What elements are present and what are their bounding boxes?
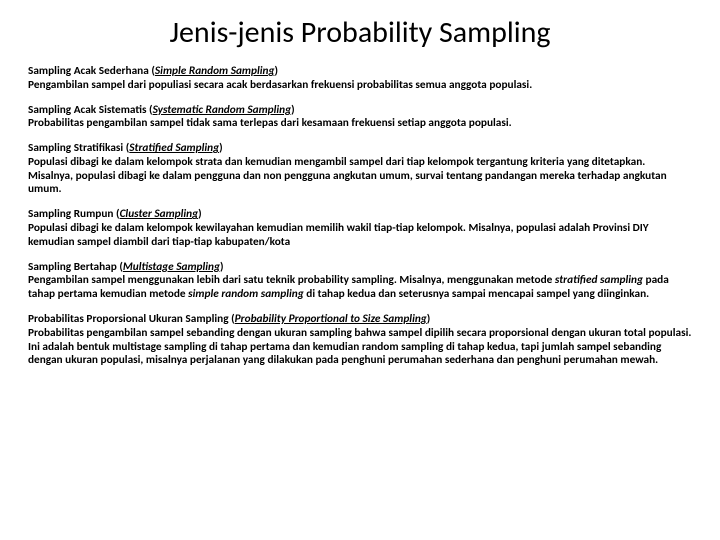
heading-text: Sampling Stratifikasi (: [28, 141, 129, 155]
body-text: Probabilitas pengambilan sampel sebandin…: [28, 326, 691, 368]
heading-close: ): [291, 103, 295, 117]
heading-text: Sampling Rumpun (: [28, 207, 120, 221]
heading-italic: Multistage Sampling: [123, 260, 220, 274]
heading-italic: Simple Random Sampling: [155, 64, 275, 78]
page-title: Jenis-jenis Probability Sampling: [28, 14, 692, 51]
section-stratified: Sampling Stratifikasi (Stratified Sampli…: [28, 142, 692, 197]
heading-close: ): [219, 141, 223, 155]
heading-close: ): [220, 260, 224, 274]
heading-text: Sampling Bertahap (: [28, 260, 123, 274]
section-simple-random: Sampling Acak Sederhana (Simple Random S…: [28, 65, 692, 93]
heading-close: ): [427, 312, 431, 326]
heading-text: Sampling Acak Sederhana (: [28, 64, 155, 78]
section-multistage: Sampling Bertahap (Multistage Sampling) …: [28, 261, 692, 302]
body-post: di tahap kedua dan seterusnya sampai men…: [304, 287, 650, 301]
heading-text: Probabilitas Proporsional Ukuran Samplin…: [28, 312, 235, 326]
body-text: Populasi dibagi ke dalam kelompok strata…: [28, 155, 667, 197]
body-italic-1: stratified sampling: [555, 273, 643, 287]
body-pre: Pengambilan sampel menggunakan lebih dar…: [28, 273, 555, 287]
heading-text: Sampling Acak Sistematis (: [28, 103, 153, 117]
section-pps: Probabilitas Proporsional Ukuran Samplin…: [28, 313, 692, 368]
body-text: Probabilitas pengambilan sampel tidak sa…: [28, 116, 512, 130]
section-cluster: Sampling Rumpun (Cluster Sampling) Popul…: [28, 208, 692, 249]
heading-italic: Probability Proportional to Size Samplin…: [235, 312, 427, 326]
heading-italic: Systematic Random Sampling: [153, 103, 292, 117]
body-text: Populasi dibagi ke dalam kelompok kewila…: [28, 221, 649, 249]
body-text: Pengambilan sampel dari populiasi secara…: [28, 78, 532, 92]
body-italic-2: simple random sampling: [188, 287, 304, 301]
heading-close: ): [274, 64, 278, 78]
heading-italic: Stratified Sampling: [129, 141, 219, 155]
section-systematic: Sampling Acak Sistematis (Systematic Ran…: [28, 104, 692, 132]
heading-italic: Cluster Sampling: [120, 207, 199, 221]
heading-close: ): [198, 207, 202, 221]
